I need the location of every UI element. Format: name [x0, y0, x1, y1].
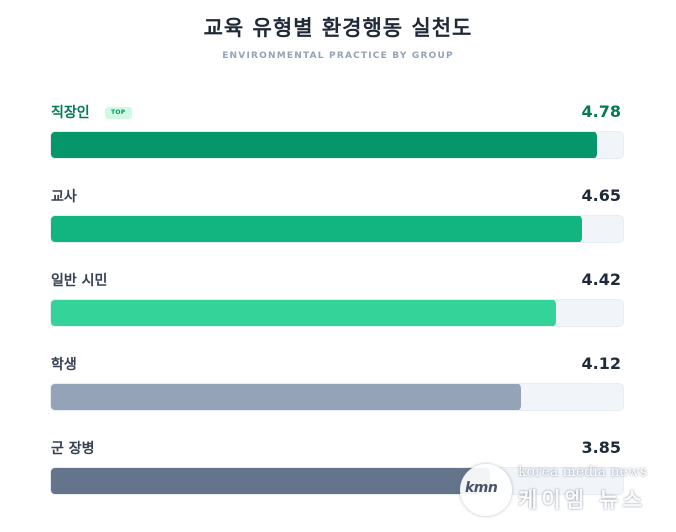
- bar-fill: [51, 384, 522, 410]
- bar-row-office-workers: 직장인 TOP 4.78: [50, 100, 624, 184]
- chart-subtitle: ENVIRONMENTAL PRACTICE BY GROUP: [222, 51, 454, 61]
- bar-fill: [51, 300, 556, 326]
- bar-value: 4.65: [581, 186, 621, 205]
- bar-label: 직장인: [51, 105, 90, 121]
- chart-title: 교육 유형별 환경행동 실천도: [203, 16, 473, 40]
- bar-row-students: 학생 4.12: [50, 352, 624, 436]
- top-badge: TOP: [105, 107, 132, 119]
- bar-label: 교사: [51, 189, 77, 205]
- bar-label: 군 장병: [51, 441, 95, 457]
- bar-fill: [51, 468, 491, 494]
- bar-row-header: 교사 4.65: [50, 184, 624, 215]
- bar-fill: [51, 216, 582, 242]
- bar-row-header: 일반 시민 4.42: [50, 268, 624, 299]
- bar-value: 4.42: [581, 270, 621, 289]
- bar-label: 일반 시민: [51, 273, 108, 289]
- chart-header: 교육 유형별 환경행동 실천도 ENVIRONMENTAL PRACTICE B…: [0, 12, 676, 62]
- bar-row-header: 직장인 TOP 4.78: [50, 100, 624, 131]
- bar-value: 4.78: [581, 102, 621, 121]
- bar-row-teachers: 교사 4.65: [50, 184, 624, 268]
- bar-row-general-citizens: 일반 시민 4.42: [50, 268, 624, 352]
- bar-track: [50, 383, 624, 411]
- bar-track: [50, 467, 624, 495]
- bar-value: 3.85: [581, 438, 621, 457]
- bar-chart: 직장인 TOP 4.78 교사 4.65 일반 시민 4.42 학생 4.12: [50, 100, 624, 520]
- bar-row-header: 군 장병 3.85: [50, 436, 624, 467]
- bar-row-soldiers: 군 장병 3.85: [50, 436, 624, 520]
- bar-track: [50, 215, 624, 243]
- bar-fill: [51, 132, 597, 158]
- bar-track: [50, 131, 624, 159]
- bar-value: 4.12: [581, 354, 621, 373]
- bar-row-header: 학생 4.12: [50, 352, 624, 383]
- bar-track: [50, 299, 624, 327]
- bar-label: 학생: [51, 357, 77, 373]
